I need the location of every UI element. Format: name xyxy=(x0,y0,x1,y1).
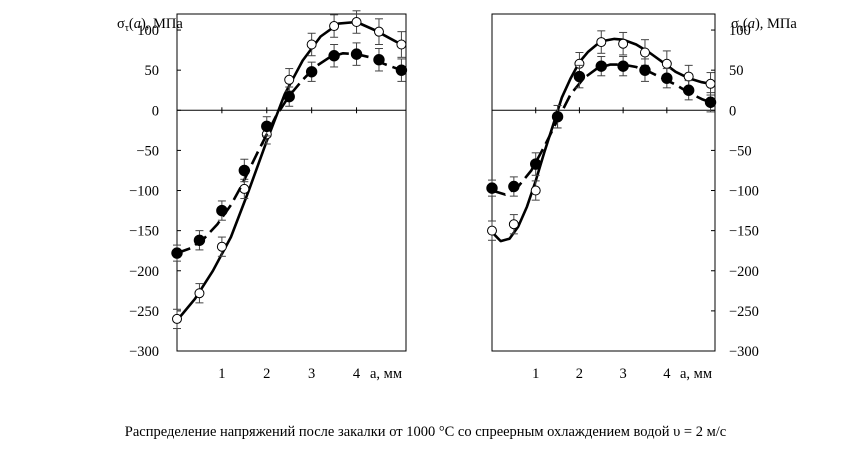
right-filled-series-point xyxy=(551,111,564,123)
right-open-series-point xyxy=(596,37,607,48)
right-y-tick-label: −150 xyxy=(729,224,759,240)
right-y-tick-label: −50 xyxy=(729,143,752,159)
right-open-series-point xyxy=(530,185,541,196)
left-y-tick-label: 0 xyxy=(152,103,159,119)
right-y-tick-label: −250 xyxy=(729,304,759,320)
left-filled-series-point xyxy=(373,54,385,66)
left-open-series-point xyxy=(373,26,384,37)
left-y-tick-label: 50 xyxy=(145,63,160,79)
left-open-series-point xyxy=(216,241,227,252)
left-filled-series-point xyxy=(283,90,295,103)
right-open-series-point xyxy=(508,219,519,230)
left-open-series-point xyxy=(194,288,205,299)
right-filled-series-point xyxy=(530,158,542,170)
right-open-series-point xyxy=(661,58,672,69)
left-y-tick-label: 100 xyxy=(137,23,159,39)
right-y-tick-label: 100 xyxy=(729,23,751,39)
right-filled-series-curve xyxy=(491,63,711,196)
right-chart-panel: στ(a), МПа а, мм 100 50 0 −50 −100 −150 −200 −2… xyxy=(486,13,797,382)
right-filled-series-point xyxy=(661,72,673,84)
right-open-series-point xyxy=(618,38,629,49)
left-filled-series-point xyxy=(395,64,408,76)
right-y-tick-label: 50 xyxy=(729,63,744,79)
left-filled-series-point xyxy=(305,66,318,78)
left-y-axis-label: στ(a), МПа xyxy=(117,16,183,34)
right-filled-series-point xyxy=(595,60,607,72)
right-filled-series-point xyxy=(682,84,695,96)
figure-caption: Распределение напряжений после закалки о… xyxy=(124,424,727,440)
right-filled-series-point xyxy=(704,96,717,108)
left-y-tick-label: −200 xyxy=(129,264,159,280)
left-plot-frame xyxy=(176,13,407,352)
right-filled-series-point xyxy=(617,60,629,72)
right-open-series-point xyxy=(487,225,497,236)
left-x-tick-label: 4 xyxy=(353,366,361,382)
left-open-series-point xyxy=(172,313,182,324)
left-filled-series-point xyxy=(216,204,228,217)
left-filled-series-point xyxy=(193,234,206,246)
left-filled-series-point xyxy=(171,247,183,259)
left-filled-series-point xyxy=(328,50,340,62)
left-y-tick-label: −50 xyxy=(136,143,159,159)
right-filled-series-point xyxy=(639,64,651,76)
left-open-series-point xyxy=(351,17,362,28)
right-x-tick-label: 1 xyxy=(532,366,539,382)
left-y-tick-label: −150 xyxy=(129,224,159,240)
left-x-tick-label: 3 xyxy=(308,366,315,382)
left-filled-series-point xyxy=(238,164,251,177)
right-filled-series-point xyxy=(486,182,498,194)
right-y-axis-label: στ(a), МПа xyxy=(731,16,797,34)
left-x-axis-label: а, мм xyxy=(370,366,402,382)
left-open-series-point xyxy=(306,39,317,50)
left-x-tick-label: 2 xyxy=(263,366,270,382)
right-y-tick-label: 0 xyxy=(729,103,736,119)
right-x-tick-label: 2 xyxy=(576,366,583,382)
right-y-tick-label: −200 xyxy=(729,264,759,280)
left-y-tick-label: −100 xyxy=(129,184,159,200)
right-y-tick-label: −300 xyxy=(729,344,759,360)
right-filled-series-point xyxy=(573,70,586,83)
right-x-tick-label: 4 xyxy=(663,366,671,382)
left-x-tick-label: 1 xyxy=(218,366,225,382)
left-chart-panel: στ(a), МПа а, мм 100 50 0 −50 −100 −150 −200 −2… xyxy=(117,10,408,382)
left-filled-series-point xyxy=(261,120,273,133)
right-y-tick-label: −100 xyxy=(729,184,759,200)
left-filled-series-point xyxy=(350,48,363,60)
right-x-axis-label: а, мм xyxy=(680,366,712,382)
right-filled-series-point xyxy=(508,180,520,193)
left-open-series-point xyxy=(284,74,295,85)
left-y-tick-label: −300 xyxy=(129,344,159,360)
left-open-series-point xyxy=(329,21,340,32)
left-open-series-point xyxy=(396,39,407,50)
right-open-series-point xyxy=(705,78,716,89)
left-open-series-curve xyxy=(175,20,403,322)
right-open-series-point xyxy=(639,47,650,58)
right-open-series-point xyxy=(683,71,694,82)
right-x-tick-label: 3 xyxy=(619,366,626,382)
left-y-tick-label: −250 xyxy=(129,304,159,320)
